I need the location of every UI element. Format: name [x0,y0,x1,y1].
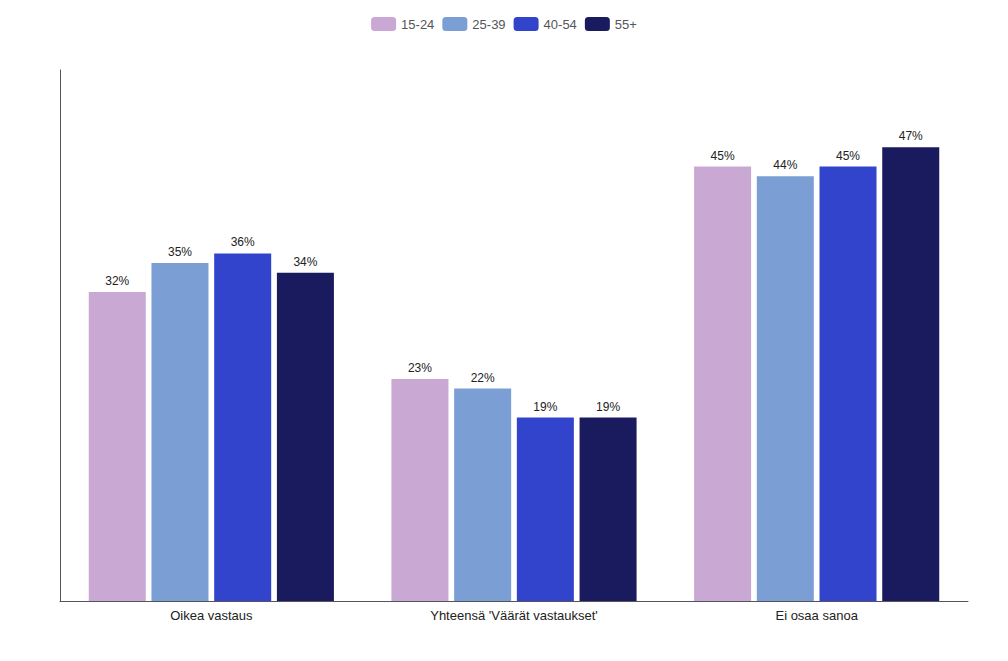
svg-text:45%: 45% [836,149,860,163]
svg-text:44%: 44% [773,158,797,172]
svg-text:15-24: 15-24 [401,17,434,32]
svg-text:19%: 19% [533,400,557,414]
svg-text:19%: 19% [596,400,620,414]
svg-text:45%: 45% [711,149,735,163]
svg-text:Yhteensä 'Väärät vastaukset': Yhteensä 'Väärät vastaukset' [430,608,598,623]
svg-text:32%: 32% [105,274,129,288]
svg-text:40-54: 40-54 [544,17,577,32]
svg-text:Ei osaa sanoa: Ei osaa sanoa [775,608,858,623]
svg-text:55+: 55+ [615,17,637,32]
svg-text:36%: 36% [231,235,255,249]
svg-text:23%: 23% [408,361,432,375]
svg-text:Oikea vastaus: Oikea vastaus [170,608,253,623]
svg-text:22%: 22% [471,371,495,385]
svg-text:35%: 35% [168,245,192,259]
svg-text:25-39: 25-39 [472,17,505,32]
svg-text:34%: 34% [293,255,317,269]
svg-text:47%: 47% [899,129,923,143]
